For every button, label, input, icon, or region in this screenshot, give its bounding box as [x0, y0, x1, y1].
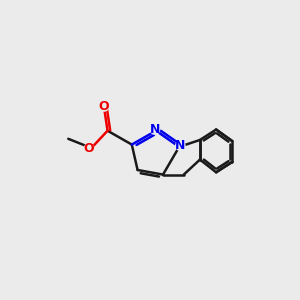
Circle shape: [150, 125, 160, 134]
Text: O: O: [84, 142, 94, 154]
Text: N: N: [175, 139, 185, 152]
Text: N: N: [150, 123, 160, 136]
Text: O: O: [99, 100, 110, 113]
Circle shape: [176, 141, 185, 150]
Circle shape: [85, 143, 94, 153]
Circle shape: [100, 102, 109, 111]
